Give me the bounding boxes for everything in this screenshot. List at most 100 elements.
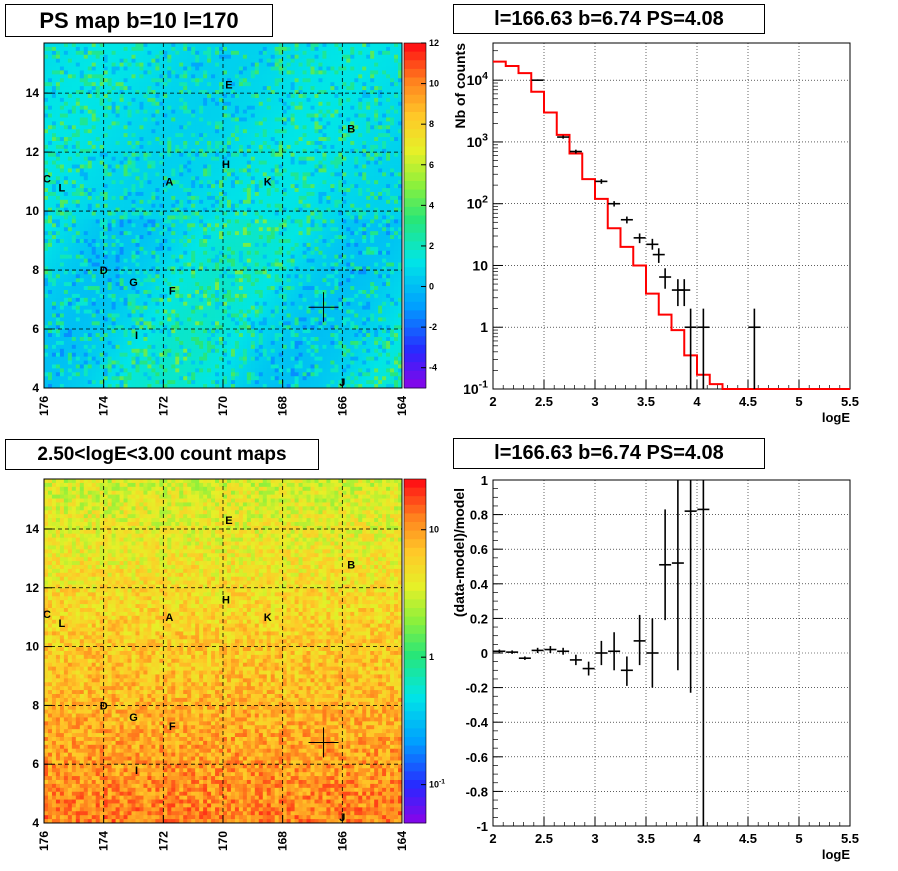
heatmap-cell [155, 137, 160, 142]
heatmap-cell [294, 54, 299, 60]
heatmap-cell [79, 172, 85, 177]
heatmap-cell [318, 215, 323, 220]
heatmap-cell [87, 62, 93, 67]
heatmap-cell [163, 70, 168, 75]
heatmap-cell [298, 62, 303, 67]
heatmap-cell [183, 78, 188, 83]
heatmap-cell [71, 97, 77, 103]
heatmap-cell [302, 62, 307, 67]
heatmap-cell [91, 148, 97, 154]
heatmap-cell [262, 227, 268, 232]
heatmap-cell [366, 125, 371, 130]
heatmap-cell [330, 223, 335, 228]
heatmap-cell [191, 211, 196, 216]
heatmap-cell [238, 117, 244, 122]
heatmap-cell [183, 105, 188, 111]
heatmap-cell [234, 191, 240, 197]
heatmap-cell [382, 74, 387, 79]
heatmap-cell [79, 82, 85, 87]
heatmap-cell [354, 195, 359, 201]
heatmap-cell [183, 58, 188, 63]
heatmap-cell [175, 215, 180, 220]
heatmap-cell [338, 90, 343, 95]
heatmap-cell [223, 160, 228, 165]
heatmap-cell [155, 82, 160, 87]
heatmap-cell [246, 231, 252, 236]
heatmap-cell [55, 90, 61, 95]
heatmap-cell [195, 74, 200, 79]
heatmap-cell [159, 105, 164, 111]
heatmap-cell [107, 121, 113, 126]
heatmap-cell [370, 180, 375, 185]
heatmap-cell [95, 254, 101, 260]
heatmap-cell [183, 231, 188, 236]
heatmap-cell [318, 78, 323, 83]
heatmap-cell [223, 137, 228, 142]
heatmap-cell [171, 258, 176, 263]
heatmap-cell [179, 152, 184, 158]
heatmap-cell [151, 109, 156, 114]
heatmap-cell [294, 180, 299, 185]
heatmap-cell [103, 191, 109, 197]
heatmap-cell [215, 97, 220, 103]
heatmap-cell [306, 176, 311, 181]
heatmap-cell [171, 191, 176, 197]
heatmap-cell [55, 152, 61, 158]
heatmap-cell [394, 227, 399, 232]
heatmap-cell [394, 219, 399, 224]
heatmap-cell [183, 235, 188, 240]
heatmap-cell [95, 58, 101, 63]
heatmap-cell [75, 168, 81, 173]
heatmap-cell [215, 160, 220, 165]
heatmap-cell [334, 172, 339, 177]
heatmap-cell [47, 164, 53, 169]
heatmap-cell [378, 62, 383, 67]
heatmap-cell [83, 121, 89, 126]
heatmap-cell [294, 184, 299, 189]
heatmap-cell [91, 195, 97, 201]
heatmap-cell [99, 82, 105, 87]
heatmap-cell [302, 203, 307, 209]
heatmap-cell [230, 133, 236, 138]
heatmap-cell [203, 74, 208, 79]
heatmap-cell [306, 113, 311, 118]
heatmap-cell [179, 113, 184, 118]
heatmap-cell [318, 219, 323, 224]
heatmap-cell [187, 70, 192, 75]
heatmap-cell [107, 160, 113, 165]
heatmap-cell [67, 160, 73, 165]
heatmap-cell [358, 50, 363, 56]
heatmap-cell [230, 184, 236, 189]
heatmap-cell [123, 117, 128, 122]
heatmap-cell [175, 46, 180, 52]
heatmap-cell [51, 254, 57, 260]
heatmap-cell [155, 66, 160, 71]
heatmap-cell [223, 191, 228, 197]
heatmap-cell [211, 62, 216, 67]
heatmap-cell [44, 74, 49, 79]
heatmap-cell [310, 250, 315, 256]
heatmap-cell [318, 133, 323, 138]
heatmap-cell [358, 148, 363, 154]
heatmap-cell [254, 82, 260, 87]
heatmap-cell [358, 90, 363, 95]
heatmap-cell [298, 90, 303, 95]
heatmap-cell [211, 109, 216, 114]
heatmap-cell [123, 156, 128, 162]
heatmap-cell [234, 54, 240, 60]
heatmap-cell [274, 242, 280, 248]
heatmap-cell [151, 180, 156, 185]
heatmap-cell [111, 148, 116, 154]
heatmap-cell [47, 74, 53, 79]
heatmap-cell [107, 82, 113, 87]
heatmap-cell [191, 58, 196, 63]
heatmap-cell [219, 82, 224, 87]
heatmap-cell [262, 43, 268, 48]
heatmap-cell [147, 148, 152, 154]
heatmap-cell [91, 242, 97, 248]
heatmap-cell [51, 105, 57, 111]
heatmap-cell [219, 46, 224, 52]
heatmap-cell [107, 211, 113, 216]
heatmap-cell [394, 168, 399, 173]
heatmap-cell [103, 223, 109, 228]
